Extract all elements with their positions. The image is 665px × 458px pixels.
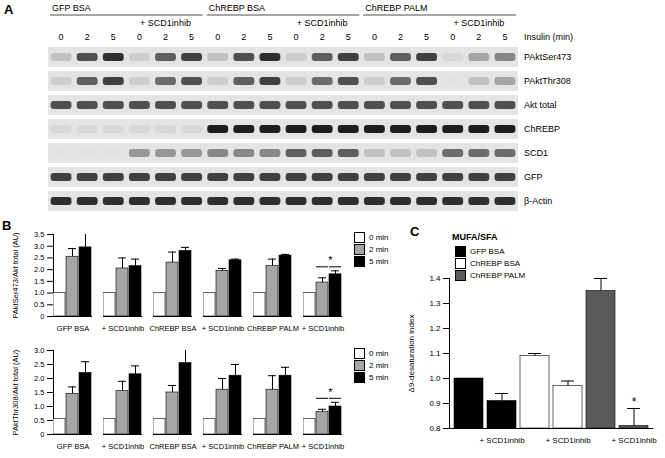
svg-text:+ SCD1inhib: + SCD1inhib (297, 18, 348, 28)
svg-text:ChREBP PALM: ChREBP PALM (247, 324, 299, 333)
svg-text:0: 0 (40, 430, 44, 439)
svg-text:PAktThr308: PAktThr308 (524, 76, 571, 86)
html-text:ChREBP BSA: ChREBP BSA (470, 259, 521, 268)
svg-text:Insulin (min): Insulin (min) (524, 32, 573, 42)
svg-text:+ SCD1inhib: + SCD1inhib (202, 442, 244, 451)
svg-text:ChREBP BSA: ChREBP BSA (150, 442, 197, 451)
html-text:GFP BSA: GFP BSA (470, 247, 505, 256)
svg-text:+ SCD1inhib: + SCD1inhib (479, 436, 525, 445)
svg-text:2: 2 (320, 32, 325, 42)
svg-text:1.4: 1.4 (429, 274, 441, 283)
html-text:0 min: 0 min (369, 349, 389, 358)
svg-text:+ SCD1inhib: + SCD1inhib (102, 324, 144, 333)
svg-text:0.8: 0.8 (429, 424, 441, 433)
svg-text:GFP BSA: GFP BSA (52, 3, 91, 13)
svg-text:1.5: 1.5 (34, 277, 44, 286)
svg-text:1.0: 1.0 (34, 402, 44, 411)
svg-text:0: 0 (450, 32, 455, 42)
svg-text:β-Actin: β-Actin (524, 196, 552, 206)
svg-text:+ SCD1inhib: + SCD1inhib (302, 324, 344, 333)
svg-text:3.5: 3.5 (34, 230, 44, 239)
svg-text:ChREBP BSA: ChREBP BSA (150, 324, 197, 333)
svg-text:GFP BSA: GFP BSA (57, 324, 89, 333)
svg-text:+ SCD1inhib: + SCD1inhib (611, 436, 657, 445)
svg-text:1.3: 1.3 (429, 299, 441, 308)
svg-text:PAktSer473/Akt total (AU): PAktSer473/Akt total (AU) (11, 232, 20, 319)
svg-text:Δ9-desaturation index: Δ9-desaturation index (407, 315, 416, 393)
svg-text:3.0: 3.0 (34, 242, 44, 251)
svg-text:5: 5 (111, 32, 116, 42)
svg-text:2: 2 (241, 32, 246, 42)
svg-text:2.0: 2.0 (34, 374, 44, 383)
svg-text:Akt total: Akt total (524, 100, 557, 110)
svg-text:0: 0 (137, 32, 142, 42)
svg-text:+ SCD1inhib: + SCD1inhib (545, 436, 591, 445)
svg-text:0.5: 0.5 (34, 300, 44, 309)
svg-text:5: 5 (424, 32, 429, 42)
svg-text:2: 2 (163, 32, 168, 42)
svg-text:ChREBP BSA: ChREBP BSA (209, 3, 265, 13)
svg-text:0: 0 (294, 32, 299, 42)
svg-text:GFP: GFP (524, 172, 543, 182)
html-text:C: C (410, 224, 420, 239)
svg-text:0: 0 (215, 32, 220, 42)
html-text:B: B (2, 218, 12, 233)
svg-text:0: 0 (59, 32, 64, 42)
svg-text:2.5: 2.5 (34, 253, 44, 262)
svg-text:+ SCD1inhib: + SCD1inhib (453, 18, 504, 28)
html-text:ChREBP PALM: ChREBP PALM (470, 271, 526, 280)
svg-text:2: 2 (398, 32, 403, 42)
svg-text:5: 5 (189, 32, 194, 42)
svg-text:5: 5 (267, 32, 272, 42)
svg-text:0.5: 0.5 (34, 416, 44, 425)
svg-text:PAktThr308/Akt total (AU): PAktThr308/Akt total (AU) (11, 349, 20, 435)
svg-text:1.2: 1.2 (429, 324, 441, 333)
svg-text:1.5: 1.5 (34, 388, 44, 397)
svg-text:5: 5 (346, 32, 351, 42)
svg-text:3.0: 3.0 (34, 346, 44, 355)
svg-text:1.1: 1.1 (429, 349, 441, 358)
svg-text:SCD1: SCD1 (524, 148, 548, 158)
svg-text:+ SCD1inhib: + SCD1inhib (302, 442, 344, 451)
svg-text:*: * (632, 395, 637, 409)
svg-text:1.0: 1.0 (34, 288, 44, 297)
svg-text:0: 0 (40, 312, 44, 321)
svg-text:PAktSer473: PAktSer473 (524, 52, 571, 62)
svg-text:5: 5 (502, 32, 507, 42)
html-text:MUFA/SFA: MUFA/SFA (452, 232, 498, 242)
svg-text:0.9: 0.9 (429, 399, 441, 408)
html-text:A: A (4, 2, 14, 17)
html-text:0 min: 0 min (369, 233, 389, 242)
svg-text:0: 0 (372, 32, 377, 42)
html-text:2 min: 2 min (369, 245, 389, 254)
svg-text:*: * (328, 386, 333, 398)
svg-text:ChREBP PALM: ChREBP PALM (247, 442, 299, 451)
svg-text:2.0: 2.0 (34, 265, 44, 274)
svg-text:1.0: 1.0 (429, 374, 441, 383)
svg-text:+ SCD1inhib: + SCD1inhib (102, 442, 144, 451)
html-text:2 min: 2 min (369, 361, 389, 370)
html-text:5 min: 5 min (369, 257, 389, 266)
html-text:5 min: 5 min (369, 373, 389, 382)
svg-text:ChREBP: ChREBP (524, 124, 560, 134)
svg-text:2: 2 (476, 32, 481, 42)
svg-text:+ SCD1inhib: + SCD1inhib (202, 324, 244, 333)
svg-text:2.5: 2.5 (34, 360, 44, 369)
svg-text:ChREBP PALM: ChREBP PALM (365, 3, 427, 13)
svg-text:*: * (328, 254, 333, 266)
svg-text:GFP BSA: GFP BSA (57, 442, 89, 451)
svg-text:2: 2 (85, 32, 90, 42)
svg-text:+ SCD1inhib: + SCD1inhib (140, 18, 191, 28)
